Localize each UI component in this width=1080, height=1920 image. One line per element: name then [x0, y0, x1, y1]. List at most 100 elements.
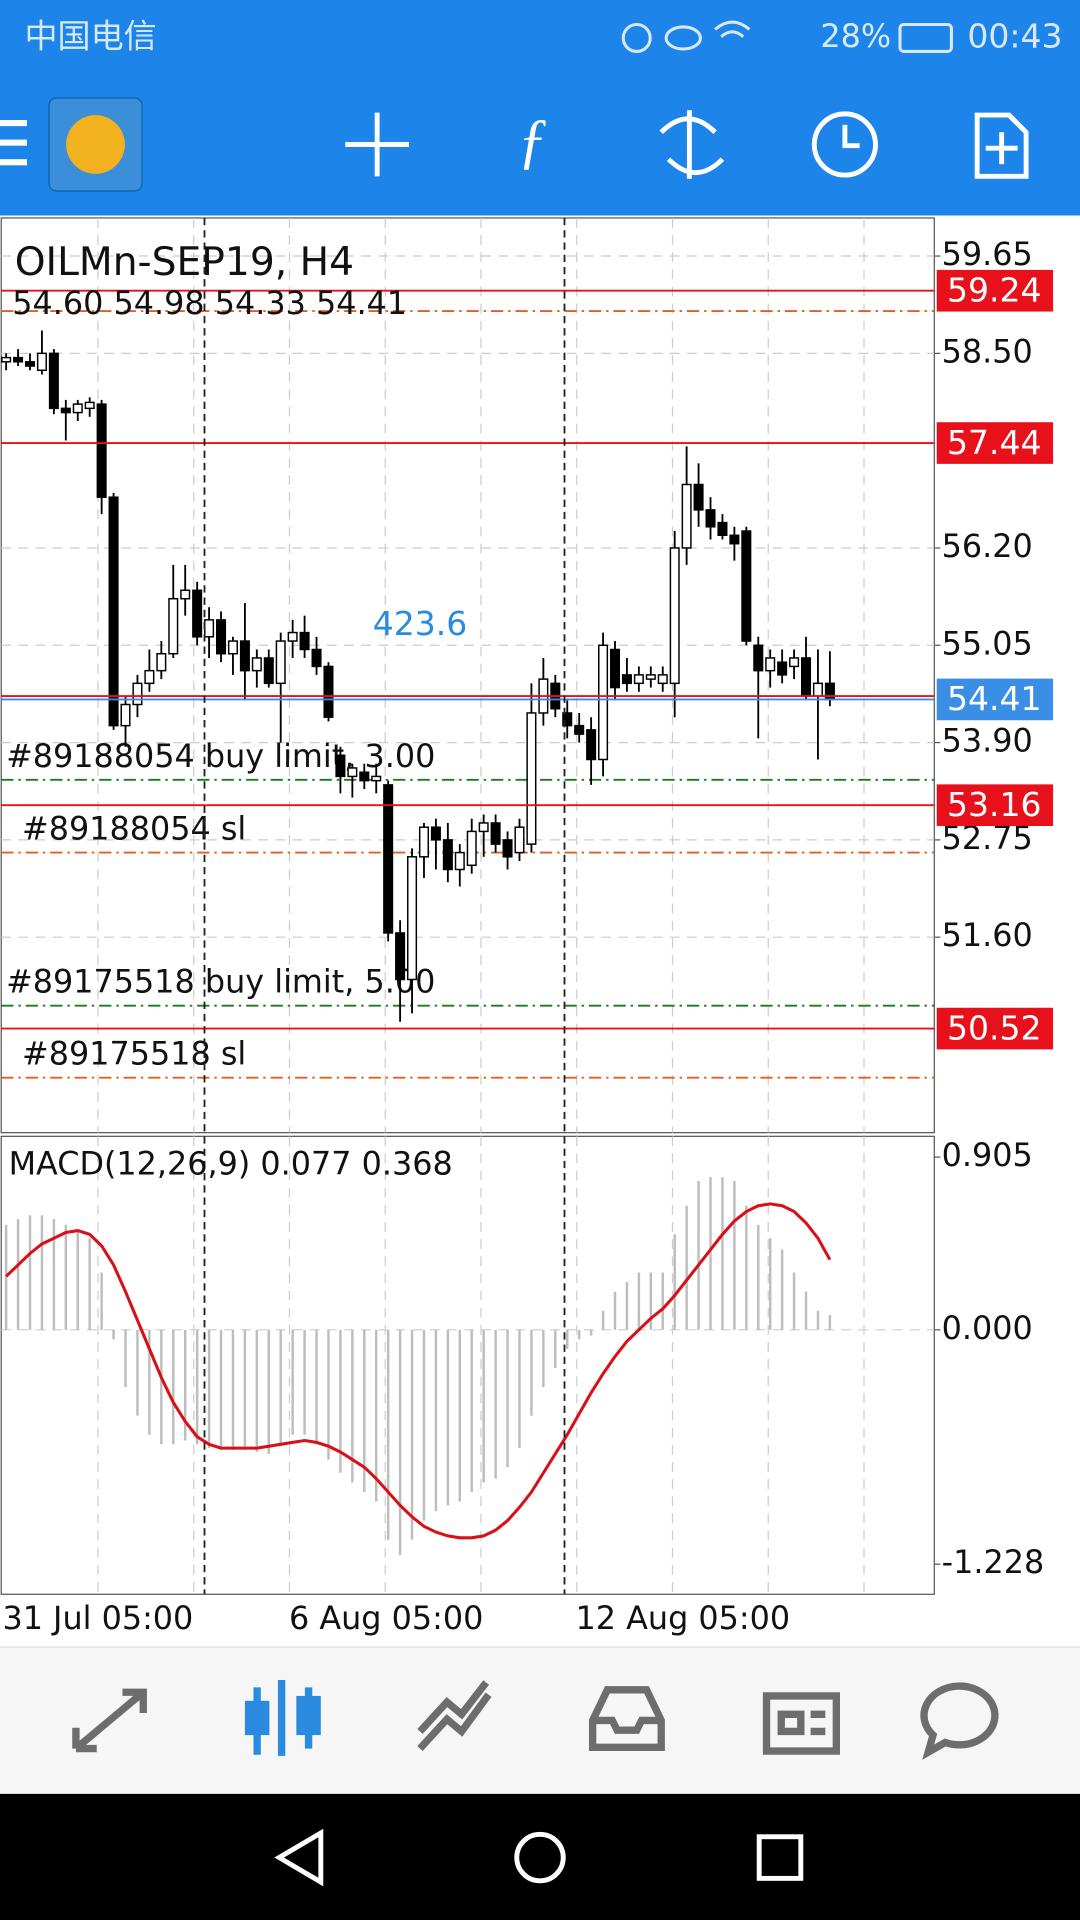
candle-body — [442, 839, 453, 871]
x-tick-label: 31 Jul 05:00 — [2, 1599, 193, 1637]
candle-body — [48, 352, 59, 410]
candle-body — [490, 822, 501, 845]
crosshair-button[interactable] — [345, 112, 409, 177]
y-tick-label: -1.228 — [942, 1543, 1045, 1581]
candle-body — [562, 712, 573, 727]
candle-body — [359, 771, 370, 782]
order-label: #89188054 sl — [22, 810, 246, 848]
candle-body — [156, 652, 167, 672]
candle-body — [72, 403, 83, 414]
candle-body — [287, 631, 298, 642]
order-label: #89175518 sl — [22, 1035, 246, 1073]
candle-body — [216, 619, 227, 655]
price-tag-label: 57.44 — [947, 423, 1042, 462]
candle-body — [383, 784, 394, 934]
candle-body — [263, 657, 274, 685]
app-icon-logo — [66, 115, 125, 174]
y-tick-label: 0.000 — [942, 1309, 1033, 1347]
candle-body — [36, 352, 47, 372]
price-tag — [936, 1007, 1054, 1050]
candle-body — [777, 661, 788, 676]
new-order-button[interactable] — [974, 112, 1029, 179]
menu-button[interactable] — [0, 120, 27, 166]
price-tag — [936, 422, 1054, 464]
recents-button[interactable] — [756, 1834, 804, 1881]
home-button[interactable] — [514, 1831, 566, 1884]
candle-body — [204, 619, 215, 638]
quotes-tab[interactable] — [72, 1688, 147, 1753]
price-tag-label: 59.24 — [947, 270, 1042, 309]
candle-body — [729, 534, 740, 545]
price-tag-label: 54.41 — [947, 679, 1042, 718]
system-nav — [0, 1793, 1080, 1920]
candle-body — [347, 767, 358, 778]
measure-annotation: 423.6 — [373, 604, 468, 643]
candle-body — [430, 826, 441, 841]
candle-body — [192, 589, 203, 638]
candle-body — [323, 665, 334, 718]
candle-body — [407, 856, 418, 981]
y-tick-label: 58.50 — [942, 332, 1033, 370]
candle-body — [526, 712, 537, 845]
indicators-button[interactable]: ƒ — [517, 107, 548, 175]
candle-body — [801, 657, 812, 697]
candle-body — [705, 509, 716, 528]
price-pane — [0, 217, 935, 1134]
candle-body — [502, 839, 513, 858]
candle-body — [789, 657, 800, 668]
candle-body — [144, 669, 155, 685]
candle-body — [275, 640, 286, 685]
candle-body — [741, 530, 752, 642]
candle-body — [765, 657, 776, 672]
news-tab[interactable] — [762, 1692, 840, 1755]
candle-body — [168, 597, 179, 655]
symbols-button[interactable] — [659, 110, 725, 179]
candle-body — [753, 644, 764, 672]
candle-body — [598, 644, 609, 761]
y-tick-label: 59.65 — [942, 235, 1033, 273]
candle-body — [227, 640, 238, 655]
order-label: #89188054 buy limit, 3.00 — [6, 737, 435, 775]
candle-body — [681, 483, 692, 549]
candle-body — [621, 674, 632, 685]
chart-title: OILMn-SEP19, H4 — [15, 240, 354, 285]
period-button[interactable] — [811, 111, 878, 178]
history-tab[interactable] — [588, 1686, 665, 1752]
chat-tab[interactable] — [920, 1682, 999, 1760]
candle-body — [514, 826, 525, 854]
candle-body — [466, 830, 477, 867]
macd-pane — [0, 1135, 935, 1595]
candle-body — [669, 547, 680, 685]
candle-body — [108, 496, 119, 727]
candle-body — [299, 631, 310, 651]
candle-body — [13, 356, 24, 363]
back-button[interactable] — [274, 1828, 324, 1887]
candle-body — [1, 356, 12, 363]
candle-body — [418, 826, 429, 858]
candle-body — [24, 361, 36, 367]
candle-body — [335, 754, 346, 778]
candle-body — [586, 729, 597, 761]
candle-body — [180, 589, 191, 600]
chart-tab[interactable] — [244, 1680, 321, 1756]
price-tag — [936, 269, 1054, 312]
candle-body — [478, 822, 489, 833]
price-tag-label: 53.16 — [947, 785, 1042, 824]
y-tick-label: 0.905 — [942, 1136, 1033, 1174]
carrier: 中国电信 — [24, 16, 156, 55]
candle-body — [657, 674, 668, 685]
candle-body — [132, 682, 143, 706]
trade-tab[interactable] — [417, 1680, 492, 1752]
bottom-nav — [0, 1646, 1080, 1794]
price-tag — [936, 784, 1054, 827]
price-tag-label: 50.52 — [947, 1008, 1042, 1047]
y-tick-label: 56.20 — [942, 527, 1033, 565]
candle-body — [239, 640, 250, 672]
y-tick-label: 53.90 — [942, 722, 1033, 760]
price-tag — [936, 678, 1054, 721]
macd-title: MACD(12,26,9) 0.077 0.368 — [9, 1145, 453, 1183]
candle-body — [454, 851, 465, 871]
candle-body — [645, 674, 656, 680]
y-tick-label: 51.60 — [942, 916, 1033, 954]
